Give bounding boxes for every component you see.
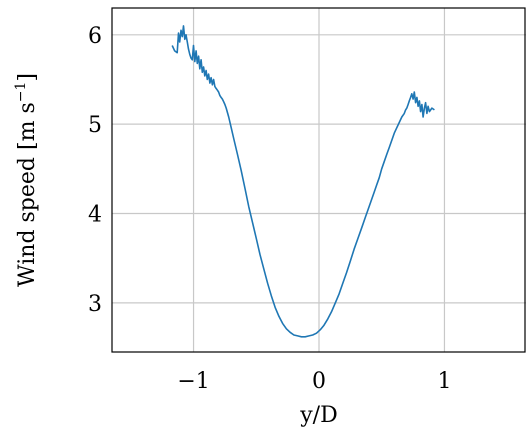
plot-frame [111,7,526,353]
x-axis-label: y/D [299,403,337,428]
y-tick-label: 6 [88,24,102,49]
y-axis-label-close: ] [15,73,40,82]
tick-labels: −1 0 1 3 4 5 6 [88,24,451,394]
y-axis-label: Wind speed [m s−1] [13,73,40,287]
y-tick-label: 4 [88,203,102,228]
grid-lines [112,8,526,352]
wind-speed-series-line [171,25,435,338]
y-axis-label-main: Wind speed [m s [15,102,40,287]
y-axis-label-exponent: −1 [13,82,29,103]
y-tick-label: 3 [88,292,102,317]
x-tick-label: 1 [437,369,451,394]
x-tick-label: 0 [312,369,326,394]
y-tick-label: 5 [88,113,102,138]
x-tick-label: −1 [177,369,209,394]
